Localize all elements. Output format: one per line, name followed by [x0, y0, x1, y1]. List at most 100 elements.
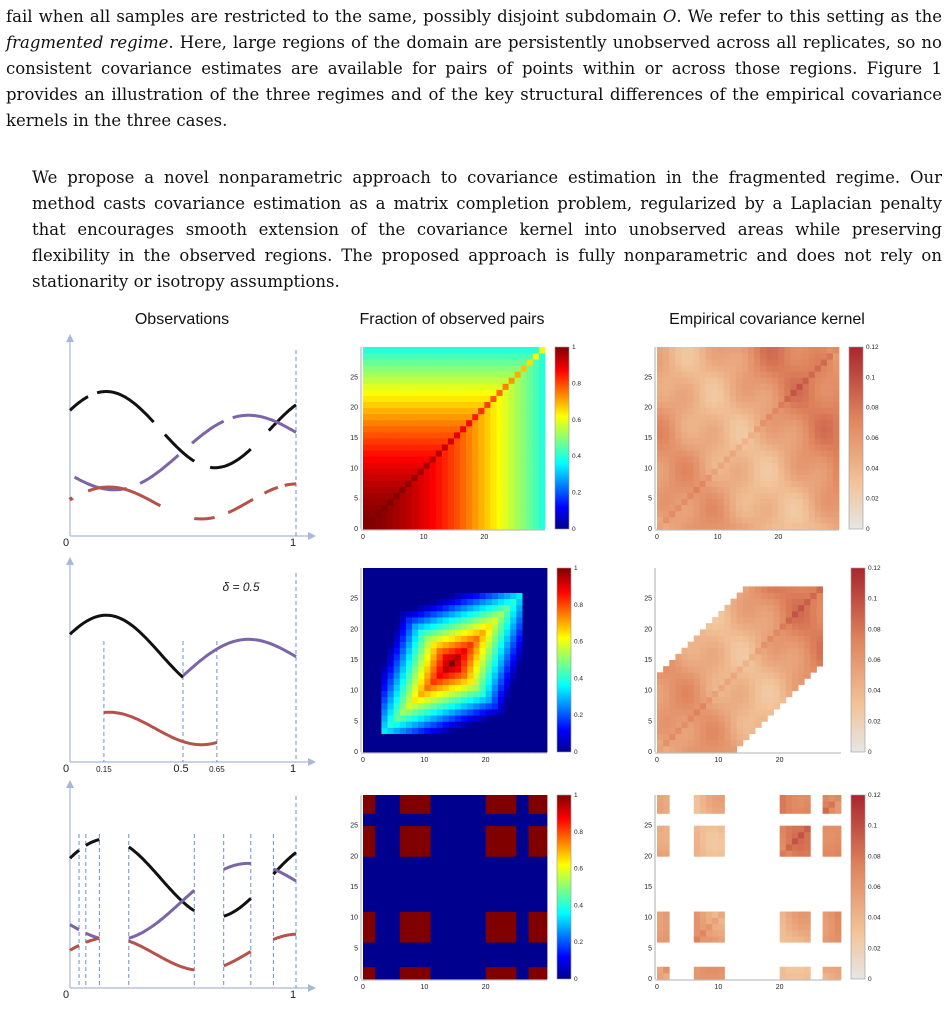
heatmap-cell [435, 431, 443, 439]
heatmap-cell [412, 966, 419, 974]
heatmap-cell [497, 887, 505, 894]
heatmap-cell [460, 407, 467, 415]
heatmap-cell [681, 522, 688, 530]
heatmap-cell [779, 844, 787, 851]
heatmap-cell [516, 696, 523, 704]
heatmap-cell [497, 721, 505, 728]
heatmap-cell [826, 359, 834, 366]
heatmap-cell [504, 942, 511, 949]
heatmap-cell [784, 516, 791, 524]
heatmap-cell [767, 604, 774, 612]
x-axis-arrow [308, 758, 316, 766]
heatmap-cell [735, 510, 743, 518]
heatmap-cell [723, 359, 731, 366]
heatmap-cell [369, 492, 376, 500]
heatmap-cell [436, 598, 444, 606]
heatmap-cell [705, 450, 712, 457]
heatmap-cell [528, 923, 536, 931]
heatmap-cell [723, 365, 731, 372]
heatmap-cell [455, 715, 462, 722]
heatmap-cell [430, 598, 437, 606]
heatmap-cell [363, 721, 370, 728]
heatmap-cell [760, 438, 767, 445]
heatmap-cell [363, 911, 370, 919]
heatmap-cell [375, 365, 382, 372]
heatmap-cell [418, 629, 425, 636]
heatmap-cell [514, 498, 522, 506]
heatmap-cell [393, 617, 401, 624]
heatmap-cell [772, 353, 779, 360]
heatmap-cell [663, 383, 670, 390]
heatmap-cell [663, 690, 670, 698]
heatmap-cell [699, 795, 707, 802]
observation-panel-2: 0 10.15 0.5 0.65δ = 0.5 [63, 557, 316, 775]
heatmap-cell [675, 389, 682, 396]
heatmap-cell [766, 480, 773, 487]
heatmap-cell [484, 522, 491, 530]
heatmap-cell [381, 604, 388, 612]
heatmap-cell [784, 431, 791, 439]
heatmap-cell [675, 745, 682, 753]
heatmap-cell [814, 504, 822, 512]
heatmap-cell [479, 580, 487, 587]
heatmap-cell [466, 474, 473, 481]
heatmap-cell [826, 371, 834, 378]
heatmap-cell [816, 598, 823, 606]
heatmap-cell [461, 862, 468, 869]
heatmap-cell [657, 516, 664, 524]
heatmap-cell [663, 516, 670, 524]
heatmap-cell [766, 353, 773, 360]
heatmap-cell [717, 419, 725, 427]
heatmap-cell [375, 745, 382, 753]
heatmap-cell [816, 604, 823, 612]
heatmap-cell [435, 522, 443, 530]
heatmap-cell [711, 407, 719, 415]
heatmap-cell [820, 353, 828, 360]
heatmap-cell [466, 431, 473, 439]
heatmap-cell [773, 653, 781, 661]
heatmap-cell [442, 666, 450, 673]
heatmap-cell [508, 383, 516, 390]
heatmap-cell [814, 438, 822, 445]
heatmap-cell [504, 739, 511, 747]
heatmap-cell [510, 819, 517, 827]
heatmap-cell [663, 389, 670, 396]
heatmap-cell [796, 510, 803, 518]
heatmap-cell [791, 653, 799, 661]
heatmap-cell [516, 580, 523, 587]
heatmap-cell [785, 623, 793, 630]
heatmap-cell [802, 377, 810, 384]
heatmap-cell [393, 444, 400, 451]
heatmap-cell [466, 504, 473, 512]
heatmap-cell [699, 516, 706, 524]
heatmap-cell [405, 504, 412, 512]
heatmap-cell [387, 401, 394, 409]
heatmap-cell [522, 813, 529, 820]
heatmap-cell [814, 383, 822, 390]
heatmap-cell [375, 610, 382, 618]
heatmap-cell [675, 516, 682, 524]
heatmap-cell [436, 727, 444, 734]
heatmap-cell [466, 395, 473, 402]
heatmap-cell [424, 880, 431, 888]
heatmap-cell [455, 666, 462, 673]
heatmap-cell [424, 592, 431, 600]
heatmap-cell [522, 862, 529, 869]
heatmap-cell [484, 516, 491, 524]
heatmap-cell [490, 480, 497, 487]
heatmap-cell [532, 395, 540, 402]
heatmap-cell [514, 353, 522, 360]
heatmap-cell [657, 972, 664, 980]
heatmap-cell [729, 444, 737, 451]
heatmap-cell [375, 954, 382, 961]
heatmap-cell [755, 715, 762, 722]
heatmap-cell [832, 347, 840, 354]
heatmap-cell [363, 462, 370, 469]
heatmap-cell [534, 715, 542, 722]
heatmap-cell [735, 383, 743, 390]
heatmap-cell [522, 917, 529, 925]
heatmap-cell [687, 721, 695, 728]
heatmap-cell [828, 936, 836, 943]
heatmap-cell [430, 862, 437, 869]
heatmap-cell [387, 407, 394, 415]
